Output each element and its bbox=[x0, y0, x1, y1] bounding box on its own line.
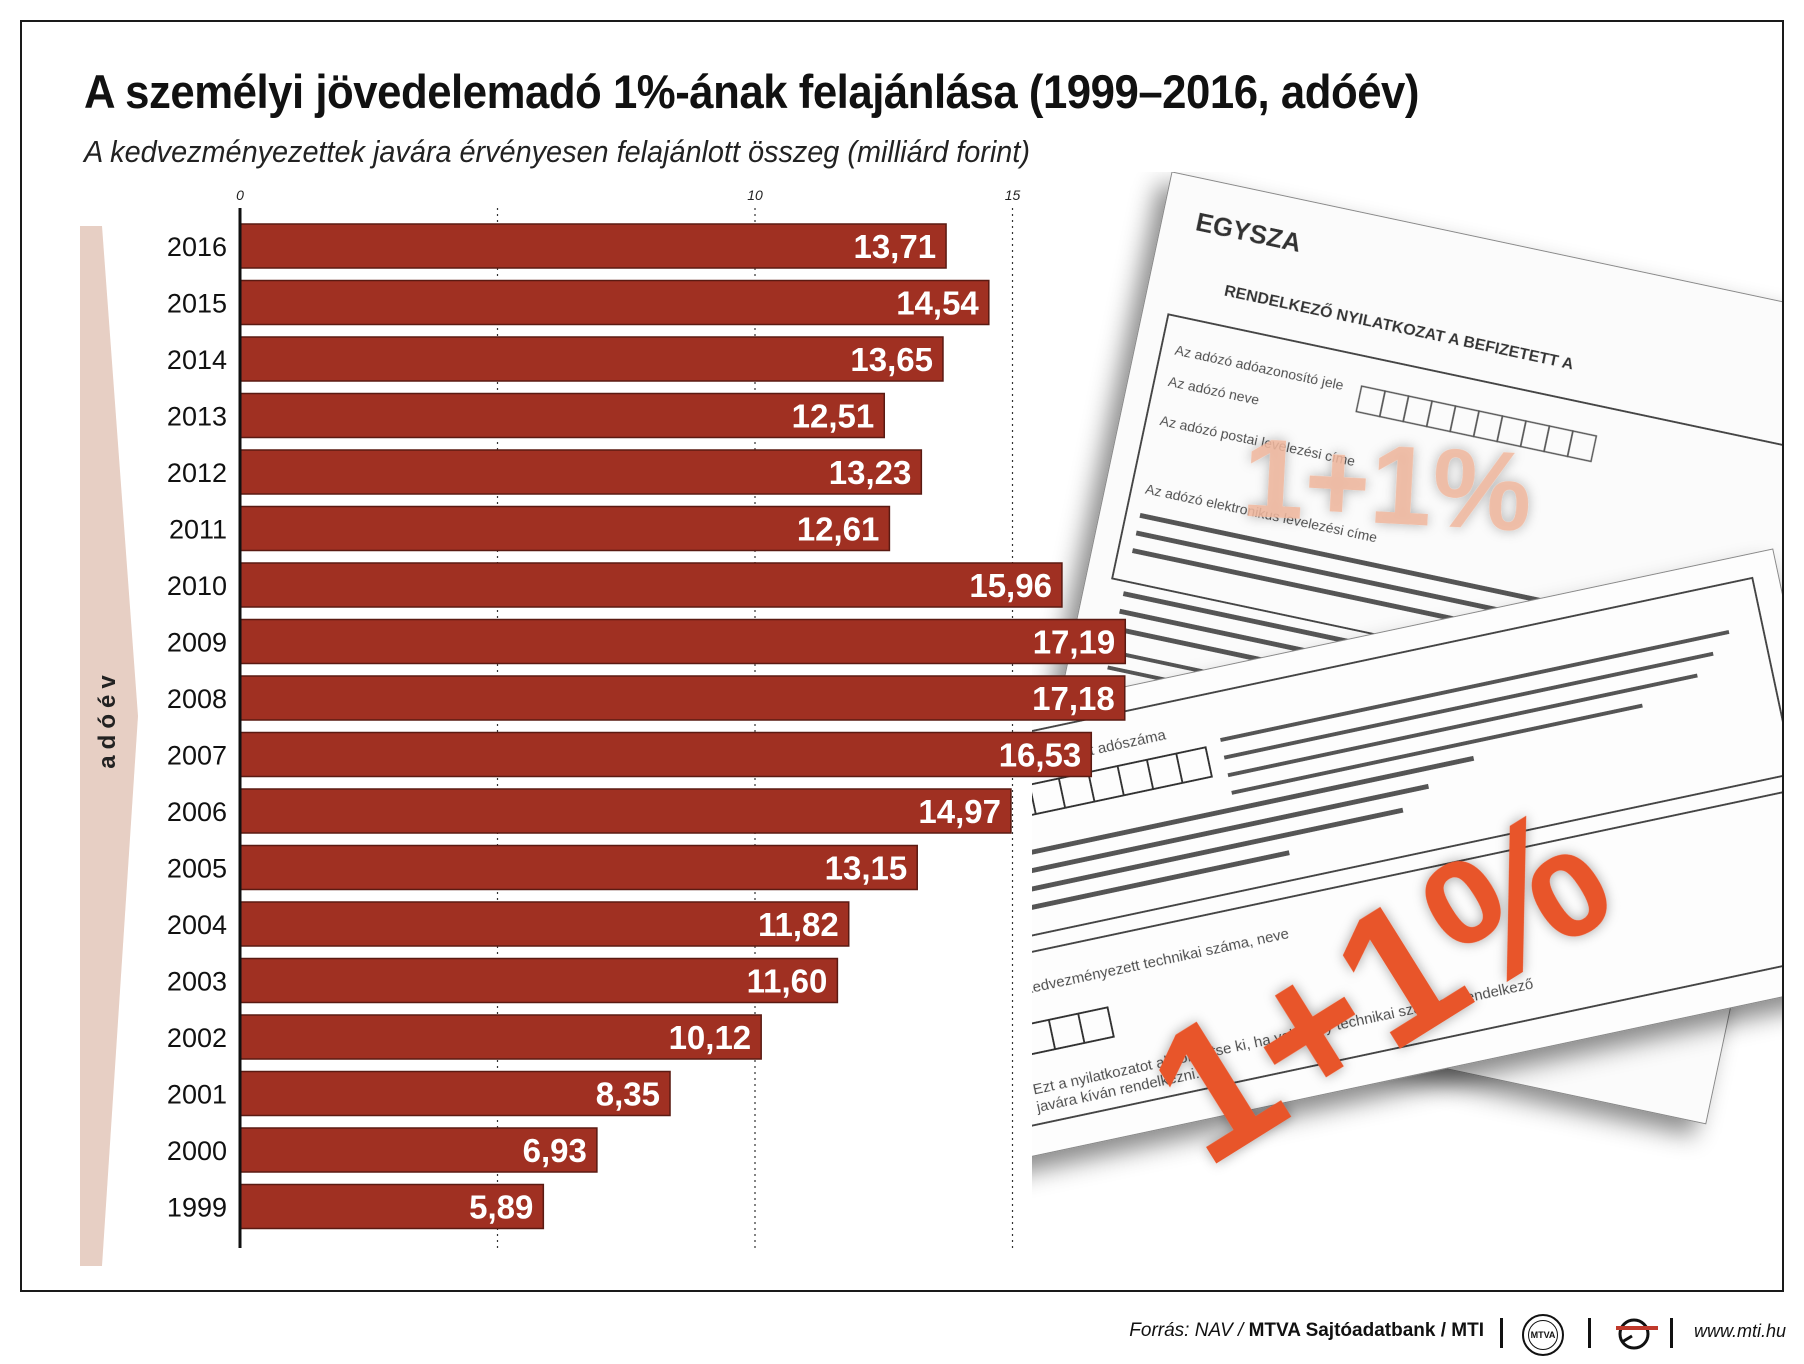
bar-2015 bbox=[239, 279, 990, 326]
value-label: 12,61 bbox=[797, 511, 880, 548]
value-label: 14,97 bbox=[918, 793, 1001, 830]
bar-2002 bbox=[239, 1014, 762, 1060]
value-label: 17,19 bbox=[1033, 624, 1116, 661]
bar-2007 bbox=[239, 731, 1093, 778]
tax-forms-illustration: EGYSZA RENDELKEZŐ NYILATKOZAT A BEFIZETE… bbox=[1032, 172, 1782, 1205]
value-label: 11,60 bbox=[747, 963, 828, 1000]
value-label: 12,51 bbox=[792, 398, 875, 435]
infographic-frame: A személyi jövedelemadó 1%-ának felajánl… bbox=[20, 20, 1784, 1292]
category-label: 1999 bbox=[167, 1193, 227, 1223]
category-label: 2006 bbox=[167, 797, 227, 827]
chart-title: A személyi jövedelemadó 1%-ának felajánl… bbox=[84, 65, 1420, 118]
source-bold: MTVA Sajtóadatbank bbox=[1248, 1320, 1436, 1341]
bar-2004 bbox=[239, 901, 850, 947]
year-axis-band bbox=[80, 226, 138, 1266]
category-label: 2013 bbox=[167, 402, 227, 432]
category-label: 2005 bbox=[167, 854, 227, 884]
value-label: 16,53 bbox=[999, 737, 1082, 774]
bar-2006 bbox=[239, 788, 1012, 834]
x-tick-label: 15 bbox=[1005, 187, 1021, 203]
bar-chart: 0 10 15 2016 2015 2014 2013 2012 2011 2010 2009 20… bbox=[167, 187, 1127, 1248]
x-tick-label: 0 bbox=[236, 187, 244, 203]
footer-separator bbox=[1670, 1318, 1673, 1348]
bar-2003 bbox=[239, 957, 839, 1004]
value-label: 13,71 bbox=[853, 228, 936, 265]
category-label: 2011 bbox=[169, 515, 227, 545]
one-plus-one-percent-stamp-back: 1+1% bbox=[1239, 415, 1535, 555]
value-label: 14,54 bbox=[896, 285, 979, 322]
category-label: 2016 bbox=[167, 232, 227, 262]
bar-2001 bbox=[239, 1070, 671, 1117]
category-label: 2014 bbox=[167, 345, 227, 375]
category-label: 2010 bbox=[167, 571, 227, 601]
category-label: 2009 bbox=[167, 628, 227, 658]
mti-logo bbox=[1616, 1318, 1658, 1350]
bar-2012 bbox=[239, 449, 923, 495]
value-label: 13,15 bbox=[825, 850, 908, 887]
bar-2011 bbox=[239, 505, 891, 552]
bar-2005 bbox=[239, 844, 918, 891]
x-tick-label: 10 bbox=[747, 187, 763, 203]
value-label: 15,96 bbox=[969, 567, 1052, 604]
bar-2016 bbox=[239, 223, 947, 269]
category-label: 2001 bbox=[167, 1080, 227, 1110]
category-label: 2012 bbox=[167, 458, 227, 488]
value-label: 8,35 bbox=[596, 1076, 660, 1113]
value-label: 6,93 bbox=[523, 1132, 587, 1169]
bar-2008 bbox=[239, 675, 1126, 721]
footer: Forrás: NAV / MTVA Sajtóadatbank / MTI M… bbox=[0, 1308, 1804, 1358]
category-label: 2004 bbox=[167, 910, 227, 940]
bar-2013 bbox=[239, 392, 886, 439]
source-suffix: / MTI bbox=[1435, 1320, 1484, 1341]
footer-separator bbox=[1500, 1318, 1503, 1348]
value-label: 17,18 bbox=[1032, 680, 1115, 717]
category-label: 2007 bbox=[167, 741, 227, 771]
source-prefix: Forrás: NAV / bbox=[1129, 1320, 1249, 1341]
bar-2010 bbox=[239, 562, 1063, 608]
value-label: 13,65 bbox=[850, 341, 933, 378]
source-credit: Forrás: NAV / MTVA Sajtóadatbank / MTI bbox=[1129, 1320, 1484, 1342]
category-label: 2002 bbox=[167, 1023, 227, 1053]
value-label: 5,89 bbox=[469, 1189, 533, 1226]
value-label: 10,12 bbox=[669, 1019, 752, 1056]
value-label: 13,23 bbox=[829, 454, 912, 491]
category-label: 2008 bbox=[167, 684, 227, 714]
bar-1999 bbox=[239, 1183, 545, 1230]
category-label: 2000 bbox=[167, 1136, 227, 1166]
mtva-logo: MTVA bbox=[1522, 1314, 1564, 1356]
bar-2009 bbox=[239, 618, 1127, 665]
website-url: www.mti.hu bbox=[1694, 1321, 1787, 1341]
bar-2014 bbox=[239, 336, 944, 382]
category-label: 2015 bbox=[167, 289, 227, 319]
chart-subtitle: A kedvezményezettek javára érvényesen fe… bbox=[84, 134, 1030, 169]
value-label: 11,82 bbox=[758, 906, 839, 943]
category-label: 2003 bbox=[167, 967, 227, 997]
footer-separator bbox=[1588, 1318, 1591, 1348]
